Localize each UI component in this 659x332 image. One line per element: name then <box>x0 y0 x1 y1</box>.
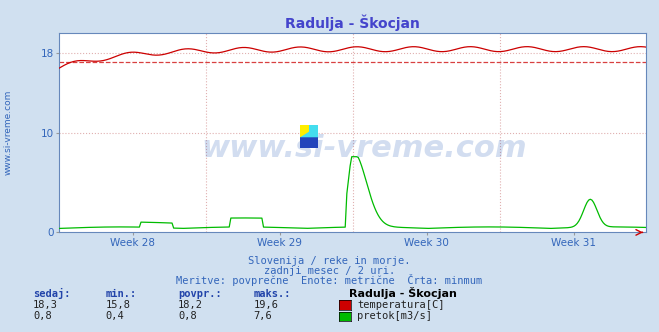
Text: 0,8: 0,8 <box>33 311 51 321</box>
Text: www.si-vreme.com: www.si-vreme.com <box>3 90 13 176</box>
Bar <box>300 124 309 137</box>
Text: 15,8: 15,8 <box>105 300 130 310</box>
Bar <box>309 124 318 137</box>
Text: 0,4: 0,4 <box>105 311 124 321</box>
Text: povpr.:: povpr.: <box>178 289 221 299</box>
Polygon shape <box>300 124 318 137</box>
Title: Radulja - Škocjan: Radulja - Škocjan <box>285 14 420 31</box>
Text: zadnji mesec / 2 uri.: zadnji mesec / 2 uri. <box>264 266 395 276</box>
Text: pretok[m3/s]: pretok[m3/s] <box>357 311 432 321</box>
Text: Meritve: povprečne  Enote: metrične  Črta: minmum: Meritve: povprečne Enote: metrične Črta:… <box>177 274 482 286</box>
Text: sedaj:: sedaj: <box>33 288 71 299</box>
Text: 19,6: 19,6 <box>254 300 279 310</box>
Text: 7,6: 7,6 <box>254 311 272 321</box>
Bar <box>300 137 318 148</box>
Text: Slovenija / reke in morje.: Slovenija / reke in morje. <box>248 256 411 266</box>
Polygon shape <box>300 124 309 137</box>
Text: maks.:: maks.: <box>254 289 291 299</box>
Text: temperatura[C]: temperatura[C] <box>357 300 445 310</box>
Text: 18,3: 18,3 <box>33 300 58 310</box>
Text: 0,8: 0,8 <box>178 311 196 321</box>
Text: www.si-vreme.com: www.si-vreme.com <box>202 134 527 163</box>
Text: 18,2: 18,2 <box>178 300 203 310</box>
Text: Radulja - Škocjan: Radulja - Škocjan <box>349 287 457 299</box>
Text: min.:: min.: <box>105 289 136 299</box>
